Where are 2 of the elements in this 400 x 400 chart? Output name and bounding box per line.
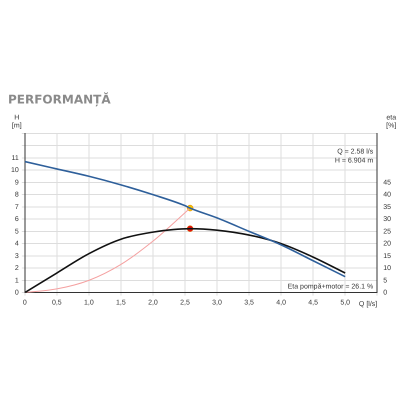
chart-title: PERFORMANȚĂ <box>8 91 112 106</box>
line-series <box>24 160 346 278</box>
